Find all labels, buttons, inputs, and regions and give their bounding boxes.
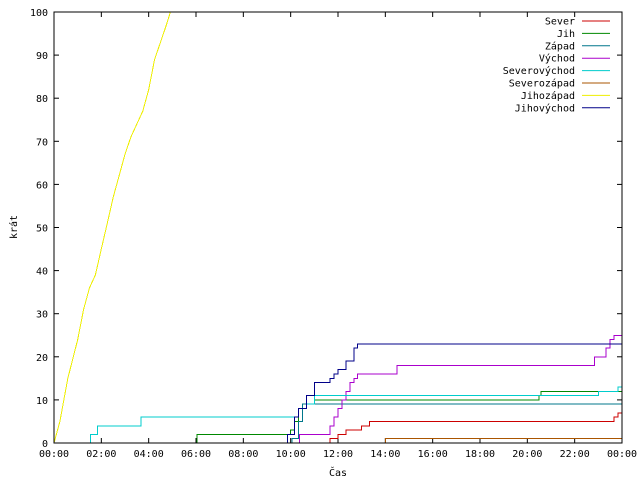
x-tick-label: 04:00 [134,449,164,460]
legend-label: Jihovýchod [515,102,575,114]
series-line-3 [291,404,622,443]
x-tick-label: 00:00 [607,449,637,460]
y-tick-label: 30 [36,310,48,321]
y-tick-label: 40 [36,267,48,278]
series-line-7 [54,12,170,443]
x-tick-label: 06:00 [181,449,211,460]
y-tick-label: 20 [36,353,48,364]
legend-label: Sever [545,17,575,28]
series-line-6 [381,439,622,443]
y-tick-label: 100 [30,8,48,19]
legend-label: Východ [539,53,575,65]
x-tick-label: 22:00 [560,449,590,460]
legend-label: Severozápad [509,78,575,90]
legend-label: Jih [557,29,575,40]
y-tick-label: 90 [36,51,48,62]
y-tick-label: 50 [36,224,48,235]
x-tick-label: 08:00 [228,449,258,460]
x-axis-label: Čas [329,466,347,479]
x-tick-label: 10:00 [276,449,306,460]
y-axis-label: krát [8,215,20,239]
legend: SeverJihZápadVýchodSeverovýchodSeverozáp… [503,17,610,115]
y-tick-label: 80 [36,94,48,105]
y-tick-label: 70 [36,137,48,148]
series-line-8 [287,344,622,443]
x-tick-label: 20:00 [512,449,542,460]
series-line-4 [299,335,622,443]
x-tick-label: 00:00 [39,449,69,460]
x-tick-label: 12:00 [323,449,353,460]
legend-label: Jihozápad [521,90,575,102]
y-tick-label: 10 [36,396,48,407]
x-tick-label: 14:00 [370,449,400,460]
legend-label: Západ [545,40,575,52]
x-tick-label: 02:00 [86,449,116,460]
x-tick-label: 16:00 [418,449,448,460]
x-tick-label: 18:00 [465,449,495,460]
legend-label: Severovýchod [503,65,575,77]
y-tick-label: 60 [36,180,48,191]
